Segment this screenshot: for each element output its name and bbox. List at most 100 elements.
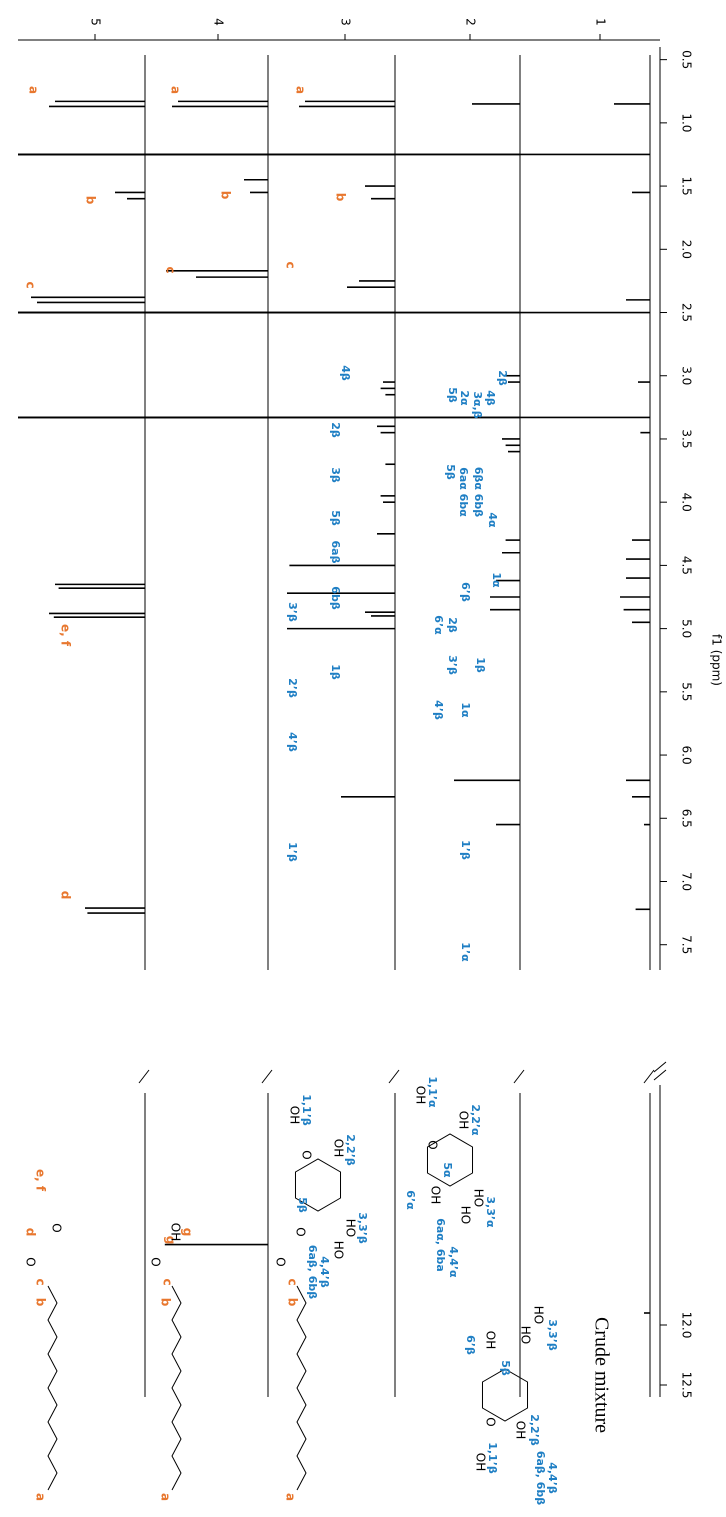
peak-annotation: c: [164, 266, 178, 273]
peak-annotation: b: [219, 191, 233, 200]
peak-annotation: 2β: [329, 422, 342, 438]
peak-annotation: 2’β: [286, 678, 299, 698]
structure-label: HO: [459, 1206, 473, 1224]
structure-label: 1,1’β: [486, 1442, 499, 1474]
peak-annotation: c: [284, 261, 298, 268]
figure: Crude mixture f1 (ppm) 0.51.01.52.02.53.…: [0, 0, 726, 1517]
structure-label: OH: [457, 1111, 471, 1129]
tick-label: 3.0: [680, 366, 694, 385]
tick-label: 2.5: [680, 303, 694, 322]
structure-label: 6’α: [404, 1190, 417, 1210]
structure-label: HO: [472, 1189, 486, 1207]
structure-label: O: [50, 1223, 64, 1232]
peak-annotation: 3’β: [446, 655, 459, 675]
spectrum-label: 1: [594, 18, 608, 26]
structure-label: 5β: [499, 1360, 512, 1376]
peak-annotation: 6aβ: [329, 541, 342, 564]
structure-label: OH: [429, 1186, 443, 1204]
tick-label: 2.0: [680, 240, 694, 259]
structure-label: HO: [519, 1326, 533, 1344]
alkyl-chain: [172, 1286, 181, 1490]
peak-annotation: b: [84, 196, 98, 205]
tick-label: 6.0: [680, 746, 694, 765]
structure-label: b: [286, 1298, 300, 1307]
sugar-ring: [482, 1369, 527, 1421]
tick-label: 3.5: [680, 429, 694, 448]
peak-annotation: 2β: [446, 617, 459, 633]
peak-annotation: 1α: [459, 702, 472, 718]
structure-label: O: [484, 1417, 498, 1426]
structure-label: O: [426, 1140, 440, 1149]
structure-label: g: [181, 1228, 195, 1237]
peak-annotation: 1β: [329, 664, 342, 680]
structure-label: HO: [332, 1241, 346, 1259]
peak-annotation: 6bβ: [329, 586, 342, 610]
structure-label: 3,3’α: [484, 1196, 497, 1228]
peak-annotation: 3’β: [286, 602, 299, 622]
peak-annotation: 4β: [484, 390, 497, 406]
break-mark: [644, 1070, 654, 1083]
tick-label: 4.0: [680, 493, 694, 512]
peak-annotation: 4α: [486, 512, 499, 528]
peak-annotation: 6’β: [459, 582, 472, 602]
peak-annotation: 4’β: [286, 732, 299, 752]
structure-label: d: [24, 1228, 38, 1237]
axis-break: [654, 1070, 666, 1080]
peak-annotation: 6aα 6bα: [457, 467, 470, 517]
peak-annotation: d: [59, 891, 73, 900]
structure-label: 1,1’β: [300, 1094, 313, 1126]
structure-label: HO: [532, 1306, 546, 1324]
page: { "axis": {"label": "f1 (ppm)", "segment…: [0, 0, 726, 1517]
structure-label: b: [34, 1298, 48, 1307]
structure-label: OH: [514, 1421, 528, 1439]
structure-label: 2,2’α: [469, 1104, 482, 1136]
structure-label: OH: [474, 1453, 488, 1471]
tick-label: 5.5: [680, 682, 694, 701]
structure-label: e, f: [34, 1169, 48, 1192]
structure-label: O: [300, 1150, 314, 1159]
tick-label: 0.5: [680, 50, 694, 69]
peak-annotation: 6βα 6bβ: [472, 467, 485, 517]
structure-label: 6aα, 6ba: [434, 1218, 447, 1272]
structure-label: 4,4’β: [546, 1462, 559, 1494]
structure-label: 2,2’β: [344, 1134, 357, 1166]
tick-label: 6.5: [680, 809, 694, 828]
spectrum-label: 4: [212, 18, 226, 26]
structure-label: c: [34, 1278, 48, 1285]
tick-label: 7.5: [680, 935, 694, 954]
peak-annotation: a: [169, 86, 183, 94]
spectrum-label: 3: [339, 18, 353, 26]
structure-label: OH: [332, 1139, 346, 1157]
tick-label: 1.5: [680, 177, 694, 196]
structure-label: OH: [288, 1106, 302, 1124]
axis-label: f1 (ppm): [710, 634, 724, 686]
peak-annotation: c: [24, 281, 38, 288]
structure-label: 6aβ, 6bβ: [534, 1451, 547, 1505]
peak-annotation: 1’α: [459, 942, 472, 962]
structure-label: 3,3’β: [546, 1319, 559, 1351]
alkyl-chain: [297, 1286, 306, 1490]
peak-annotation: 5β: [446, 387, 459, 403]
structure-label: O: [149, 1257, 163, 1266]
structure-label: O: [24, 1257, 38, 1266]
structure-label: 5α: [441, 1162, 454, 1178]
peak-annotation: 2β: [496, 370, 509, 386]
peak-annotation: 2α: [458, 390, 471, 406]
alkyl-chain: [48, 1286, 57, 1490]
structure-label: 1,1’α: [426, 1076, 439, 1108]
structure-label: 3,3’β: [356, 1212, 369, 1244]
break-mark: [139, 1070, 149, 1083]
structure-label: HO: [344, 1219, 358, 1237]
tick-label: 7.0: [680, 872, 694, 891]
structure-label: 4,4’β: [318, 1256, 331, 1288]
peak-annotation: 1’β: [459, 840, 472, 860]
peak-annotation: 1β: [474, 657, 487, 673]
break-mark: [514, 1070, 524, 1083]
spectrum-label: 2: [464, 18, 478, 26]
tick-label: 5.0: [680, 619, 694, 638]
structure-label: c: [286, 1278, 300, 1285]
spectra: [0, 55, 650, 1397]
tick-label: 4.5: [680, 556, 694, 575]
break-mark: [262, 1070, 272, 1083]
peak-annotation: 3β: [329, 467, 342, 483]
